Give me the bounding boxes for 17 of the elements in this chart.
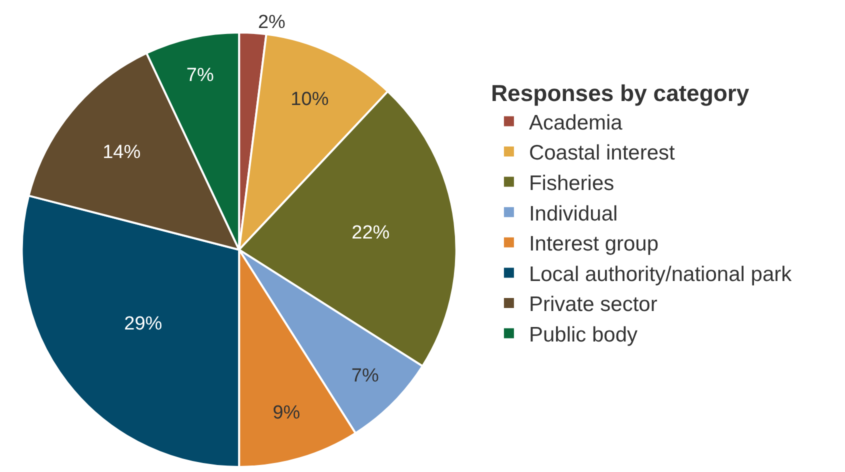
- legend-label: Individual: [528, 202, 618, 226]
- data-label: 14%: [102, 142, 141, 164]
- data-label: 10%: [290, 89, 329, 110]
- data-label: 2%: [258, 12, 286, 33]
- legend-label: Academia: [528, 111, 623, 134]
- legend-label: Interest group: [528, 232, 659, 256]
- data-label: 7%: [186, 65, 214, 86]
- legend-label: Coastal interest: [528, 142, 676, 165]
- legend-title: Responses by category: [490, 80, 750, 106]
- legend-label: Private sector: [528, 293, 658, 316]
- data-label: 7%: [351, 365, 379, 386]
- data-label: 9%: [272, 402, 300, 424]
- legend-label: Fisheries: [528, 172, 614, 195]
- data-label: 22%: [352, 222, 390, 244]
- data-label: 29%: [124, 314, 162, 335]
- legend-label: Local authority/national park: [528, 262, 792, 286]
- legend-label: Public body: [528, 323, 638, 346]
